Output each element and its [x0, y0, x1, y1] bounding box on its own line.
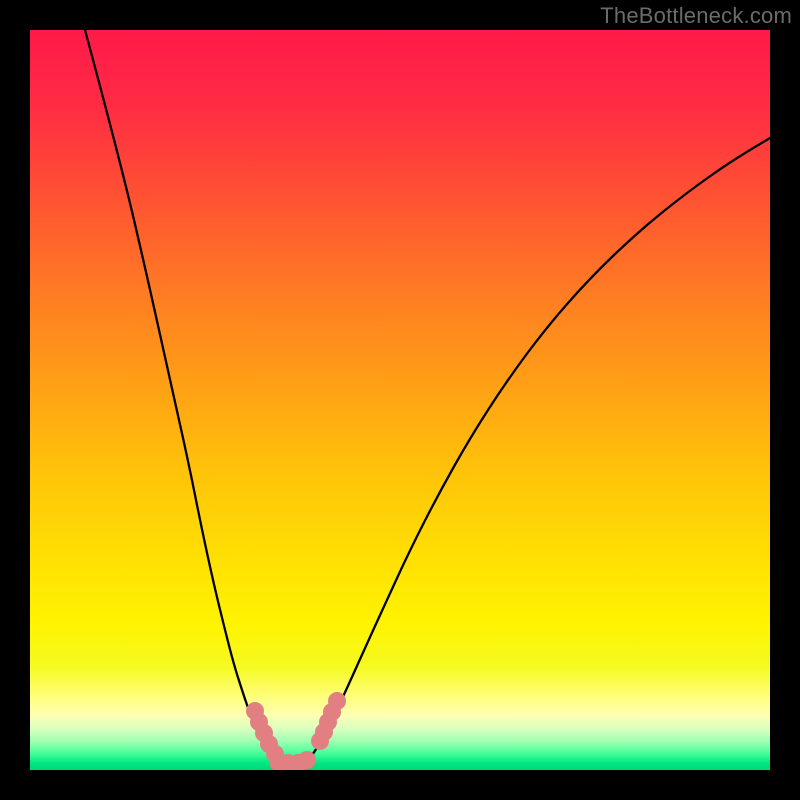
chart-plot-area — [30, 30, 770, 770]
highlight-bead — [300, 753, 315, 768]
watermark-text: TheBottleneck.com — [600, 3, 792, 29]
bottleneck-curve-layer — [30, 30, 770, 770]
bottleneck-curve — [85, 30, 770, 770]
highlight-bead — [330, 694, 345, 709]
